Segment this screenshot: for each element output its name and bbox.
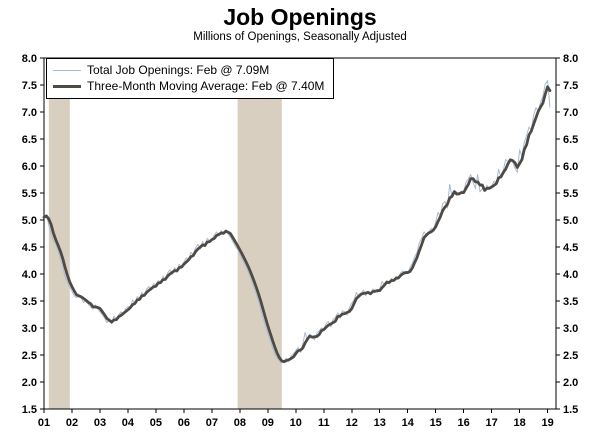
legend-label-total: Total Job Openings: Feb @ 7.09M <box>87 63 270 77</box>
recession-band <box>237 58 282 410</box>
total-line <box>43 80 551 364</box>
recession-band <box>48 58 70 410</box>
y-axis-label-right: 6.5 <box>563 134 578 146</box>
total-line-swatch-wrap <box>53 69 81 71</box>
y-axis-label-left: 6.0 <box>22 161 37 173</box>
x-axis-label: 06 <box>178 417 190 429</box>
y-axis-label-left: 3.5 <box>22 296 37 308</box>
moving-average-line <box>42 85 552 364</box>
y-axis-label-right: 2.5 <box>563 350 578 362</box>
x-axis-label: 10 <box>290 417 302 429</box>
x-axis-label: 18 <box>514 417 526 429</box>
ma-line-swatch-wrap <box>53 84 81 88</box>
ma-line-swatch <box>53 84 81 88</box>
y-axis-label-right: 7.5 <box>563 80 578 92</box>
x-axis-label: 17 <box>486 417 498 429</box>
x-axis-label: 13 <box>374 417 386 429</box>
legend: Total Job Openings: Feb @ 7.09M Three-Mo… <box>46 58 335 99</box>
x-axis-label: 05 <box>150 417 162 429</box>
x-axis-label: 16 <box>458 417 470 429</box>
y-axis-label-left: 1.5 <box>22 404 37 416</box>
x-axis-label: 01 <box>38 417 50 429</box>
legend-item-moving-average: Three-Month Moving Average: Feb @ 7.40M <box>53 78 324 94</box>
y-axis-label-right: 3.5 <box>563 296 578 308</box>
x-axis-label: 09 <box>262 417 274 429</box>
y-axis-label-right: 1.5 <box>563 404 578 416</box>
y-axis-label-left: 6.5 <box>22 134 37 146</box>
y-axis-label-left: 2.0 <box>22 377 37 389</box>
y-axis-label-right: 4.5 <box>563 242 578 254</box>
x-axis-label: 19 <box>541 417 553 429</box>
x-axis-label: 04 <box>122 417 135 429</box>
y-axis-label-right: 2.0 <box>563 377 578 389</box>
y-axis-label-left: 5.5 <box>22 188 37 200</box>
legend-item-total: Total Job Openings: Feb @ 7.09M <box>53 62 324 78</box>
y-axis-label-right: 7.0 <box>563 107 578 119</box>
chart-plot: 1.5 1.5 2.0 2.0 2.5 2.5 3.0 3.0 3.5 3.5 4.0 4.0 4.5 4… <box>22 53 579 429</box>
x-axis-label: 15 <box>430 417 442 429</box>
y-axis-label-left: 8.0 <box>22 53 37 65</box>
y-axis-label-left: 5.0 <box>22 215 37 227</box>
y-axis-label-right: 3.0 <box>563 323 578 335</box>
y-axis-label-right: 4.0 <box>563 269 578 281</box>
x-axis-label: 02 <box>66 417 78 429</box>
x-axis-label: 14 <box>402 417 415 429</box>
y-axis-label-right: 5.5 <box>563 188 578 200</box>
y-axis-label-left: 3.0 <box>22 323 37 335</box>
legend-label-moving-average: Three-Month Moving Average: Feb @ 7.40M <box>87 79 325 93</box>
y-axis-label-left: 7.5 <box>22 80 37 92</box>
y-axis-label-left: 2.5 <box>22 350 37 362</box>
x-axis-label: 08 <box>234 417 246 429</box>
chart-title: Job Openings <box>223 4 377 30</box>
y-axis-label-left: 4.0 <box>22 269 37 281</box>
x-axis-label: 03 <box>94 417 106 429</box>
plot-frame <box>43 57 557 410</box>
x-axis-label: 12 <box>346 417 358 429</box>
y-axis-label-right: 5.0 <box>563 215 578 227</box>
y-axis-label-right: 6.0 <box>563 161 578 173</box>
x-axis-label: 11 <box>318 417 330 429</box>
y-axis-label-left: 4.5 <box>22 242 37 254</box>
y-axis-label-left: 7.0 <box>22 107 37 119</box>
x-axis-label: 07 <box>206 417 218 429</box>
chart-subtitle: Millions of Openings, Seasonally Adjuste… <box>193 31 407 44</box>
y-axis-label-right: 8.0 <box>563 53 578 65</box>
total-line-swatch <box>53 69 81 71</box>
